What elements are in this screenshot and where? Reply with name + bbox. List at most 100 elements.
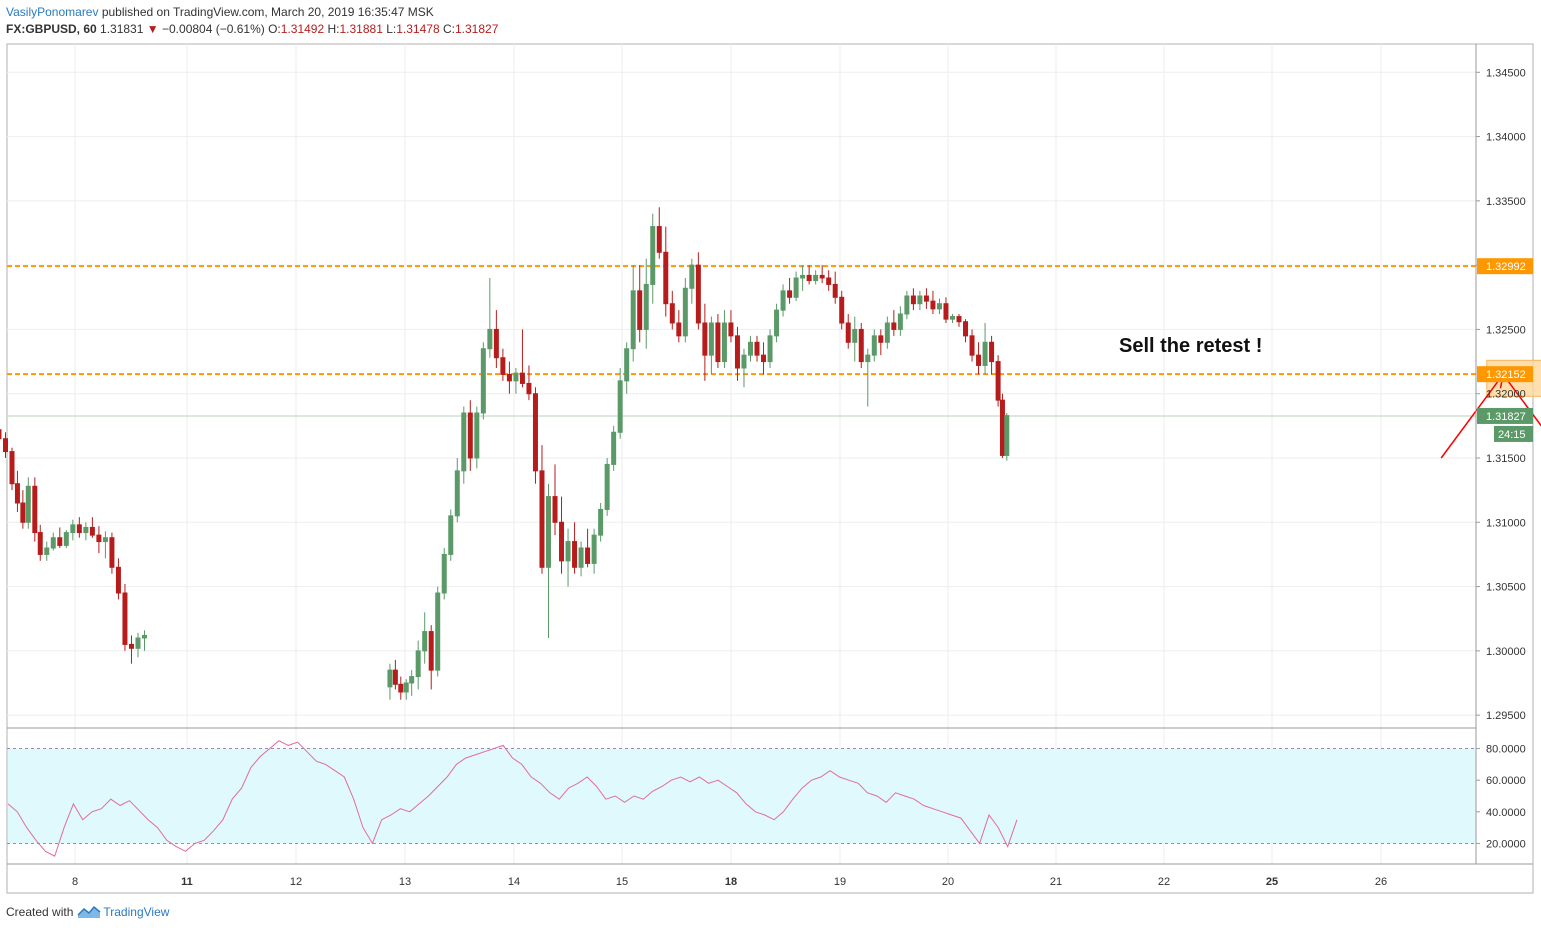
candle	[109, 532, 115, 574]
level-price-tag: 1.32152	[1477, 366, 1533, 383]
candle	[761, 342, 767, 375]
candle	[793, 271, 799, 302]
candle	[774, 303, 780, 343]
candle	[467, 400, 473, 471]
candle	[930, 290, 936, 314]
rsi-band	[7, 748, 1476, 844]
candle	[923, 288, 929, 309]
price-levels	[7, 265, 1476, 417]
candle	[617, 368, 623, 439]
candle	[949, 314, 955, 323]
candle	[897, 306, 903, 336]
candle	[135, 632, 141, 658]
candle	[611, 425, 617, 471]
candle	[871, 329, 877, 362]
candle	[663, 226, 669, 317]
chart-canvas[interactable]: 1.345001.340001.335001.330001.325001.320…	[0, 0, 1541, 900]
candle	[102, 531, 108, 559]
price-tick-label: 1.31000	[1486, 517, 1526, 529]
price-tags: 1.32992 1.32152 1.31827 24:15	[1477, 258, 1533, 442]
candle	[57, 527, 63, 548]
candle	[787, 278, 793, 304]
high-value: 1.31881	[339, 22, 383, 36]
published-text: published on TradingView.com, March 20, …	[101, 5, 434, 19]
candle	[83, 522, 89, 541]
candle	[650, 213, 656, 304]
created-with-text: Created with	[6, 905, 74, 919]
projection-segment	[1502, 373, 1541, 427]
drawing-tools	[1440, 359, 1541, 459]
candle	[741, 348, 747, 388]
candle	[532, 387, 538, 484]
candle	[539, 445, 545, 574]
candle	[969, 329, 975, 362]
candle	[989, 335, 995, 375]
candle	[1004, 413, 1010, 461]
time-axis[interactable]: 8 11 12 13 14 15 18 19 20 21 22 25 26	[72, 876, 1387, 888]
rsi-line	[7, 740, 1018, 857]
candle	[643, 258, 649, 349]
open-label: O:	[268, 22, 281, 36]
candle	[982, 323, 988, 375]
time-tick-label: 13	[399, 876, 411, 888]
last-price-tag-text: 1.31827	[1486, 411, 1526, 423]
candle	[513, 368, 519, 394]
time-tick-label: 12	[290, 876, 302, 888]
symbol-label: FX:GBPUSD, 60	[6, 22, 97, 36]
candle	[656, 207, 662, 259]
candle	[754, 335, 760, 362]
candle	[545, 483, 551, 638]
price-tick-label: 1.31500	[1486, 453, 1526, 465]
candle	[963, 319, 969, 343]
candle	[519, 329, 525, 388]
candle	[780, 284, 786, 317]
candle	[403, 679, 409, 700]
candle	[2, 432, 8, 458]
candle	[122, 584, 128, 651]
candle	[585, 528, 591, 568]
tradingview-logo-icon	[77, 905, 101, 918]
close-value: 1.31827	[454, 22, 499, 36]
candle	[0, 429, 2, 440]
candle	[392, 659, 398, 690]
candle	[387, 663, 393, 700]
candle	[44, 541, 50, 561]
candle	[435, 586, 441, 677]
candle	[845, 314, 851, 349]
chart-grid	[7, 44, 1476, 864]
candle	[813, 270, 819, 285]
price-tick-label: 1.34500	[1486, 67, 1526, 79]
tradingview-brand-link[interactable]: TradingView	[103, 905, 170, 919]
symbol-info-line: FX:GBPUSD, 60 1.31831 ▼ −0.00804 (−0.61%…	[6, 22, 498, 36]
candle	[999, 393, 1005, 458]
candle	[25, 477, 31, 529]
rsi-axis[interactable]: 80.0000 60.0000 40.0000 20.0000	[1476, 744, 1526, 851]
candle	[409, 670, 415, 696]
time-tick-label: 18	[725, 876, 737, 888]
candle	[50, 532, 56, 551]
candle	[891, 310, 897, 336]
sell-the-retest-annotation[interactable]: Sell the retest !	[1119, 335, 1262, 357]
candle	[682, 278, 688, 343]
candle	[428, 625, 434, 690]
candle	[128, 635, 134, 664]
time-tick-label: 22	[1158, 876, 1170, 888]
chart-publisher-line: VasilyPonomarev published on TradingView…	[6, 5, 434, 19]
candle	[832, 271, 838, 304]
candle	[689, 258, 695, 304]
author-link[interactable]: VasilyPonomarev	[6, 5, 99, 19]
price-axis[interactable]: 1.345001.340001.335001.330001.325001.320…	[1476, 67, 1526, 722]
candle	[76, 517, 82, 538]
rsi-series	[7, 740, 1018, 857]
candle	[142, 630, 148, 651]
candle	[943, 297, 949, 323]
candle	[728, 310, 734, 343]
candle	[630, 265, 636, 362]
candle	[976, 342, 982, 375]
time-tick-label: 20	[942, 876, 954, 888]
candle	[89, 517, 95, 538]
down-arrow-icon: ▼	[146, 22, 159, 36]
candle	[721, 310, 727, 368]
candle	[676, 310, 682, 343]
time-tick-label: 26	[1375, 876, 1387, 888]
